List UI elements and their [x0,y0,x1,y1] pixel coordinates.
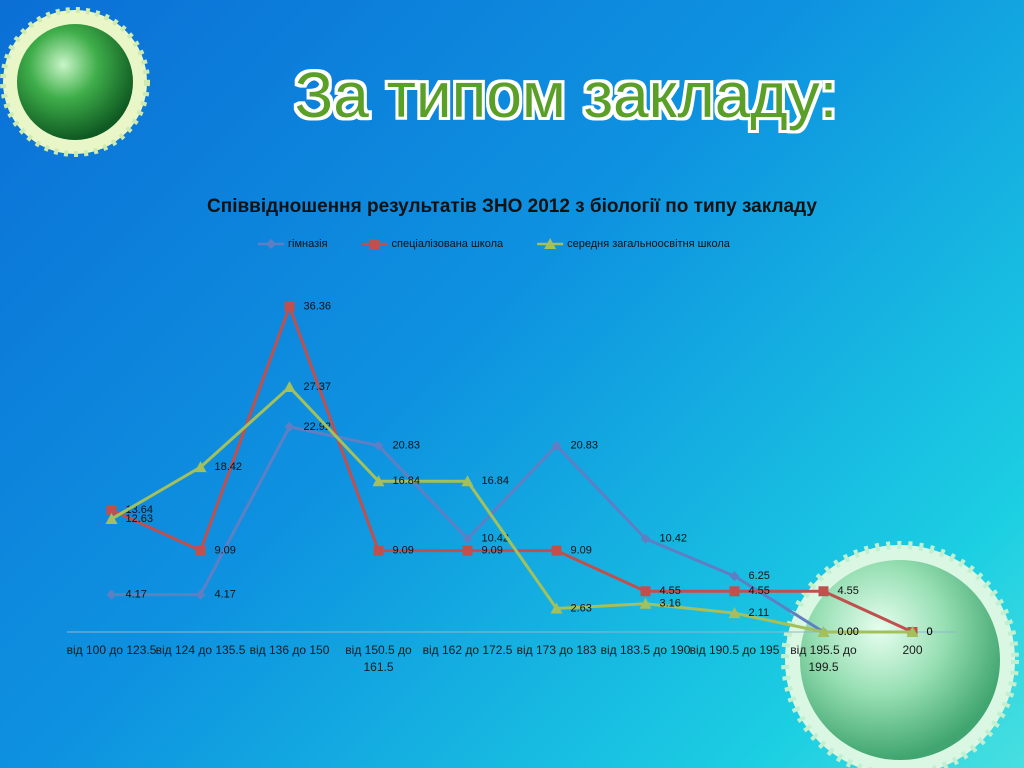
x-tick-label: від 183.5 до 190 [600,643,691,657]
marker [728,607,741,619]
data-label: 10.42 [660,533,688,545]
marker [640,586,651,597]
marker [817,626,830,637]
legend-label: гімназія [288,238,328,250]
data-label: 16.84 [393,475,421,487]
marker [373,545,384,556]
marker [462,545,473,556]
data-label: 0 [927,626,933,638]
data-label: 20.83 [393,439,421,451]
marker [544,238,557,249]
x-tick-label: від 100 до 123.5 [66,643,157,657]
marker [195,545,206,556]
x-tick-label: 200 [902,643,923,657]
legend-label: середня загальноосвітня школа [567,238,731,250]
marker [284,301,295,312]
marker [729,586,740,597]
marker [195,589,206,600]
data-label: 4.17 [126,589,147,601]
data-label: 9.09 [482,545,503,557]
data-label: 9.09 [571,545,592,557]
marker [551,440,562,451]
x-tick-label: від 195.5 до 199.5 [790,643,857,674]
data-label: 3.16 [660,598,681,610]
data-label: 18.42 [215,461,243,473]
data-label: 2.63 [571,602,592,614]
data-label: 16.84 [482,475,510,487]
data-label: 0.00 [838,626,859,638]
marker [106,589,117,600]
marker [818,586,829,597]
marker [105,512,118,524]
x-tick-label: від 162 до 172.5 [422,643,513,657]
data-label: 9.09 [393,545,414,557]
marker [284,421,295,432]
data-label: 10.42 [482,533,510,545]
marker [639,597,652,609]
data-label: 27.37 [304,381,332,393]
x-tick-label: від 150.5 до 161.5 [345,643,412,674]
data-label: 4.55 [838,585,859,597]
marker [462,533,473,544]
series-line [110,384,913,634]
data-label: 9.09 [215,545,236,557]
marker [194,461,207,473]
data-label: 12.63 [126,513,154,525]
data-label: 36.36 [304,300,332,312]
marker [551,545,562,556]
slide-title: За типом закладу: [295,59,838,131]
marker [550,602,563,614]
marker [373,440,384,451]
marker [461,475,474,487]
data-label: 4.17 [215,589,236,601]
data-label: 2.11 [749,607,770,619]
marker [283,381,296,393]
x-tick-label: від 173 до 183 [516,643,597,657]
data-label: 0 [927,626,933,638]
data-label: 4.55 [660,585,681,597]
marker [906,626,919,637]
globe-decoration [0,7,150,157]
marker [369,239,380,249]
marker [729,571,740,582]
data-label: 20.83 [571,439,599,451]
marker [640,533,651,544]
marker [106,504,117,515]
legend-label: спеціалізована школа [392,238,504,250]
series-line [111,425,913,634]
chart-title: Співвідношення результатів ЗНО 2012 з бі… [207,196,817,217]
x-tick-label: від 124 до 135.5 [155,643,246,657]
x-tick-label: від 190.5 до 195 [689,643,780,657]
data-label: 6.25 [749,570,770,582]
data-label: 4.55 [749,585,770,597]
x-tick-label: від 136 до 150 [249,643,330,657]
data-label: 0 [927,626,933,638]
marker [266,239,276,249]
marker [372,475,385,487]
